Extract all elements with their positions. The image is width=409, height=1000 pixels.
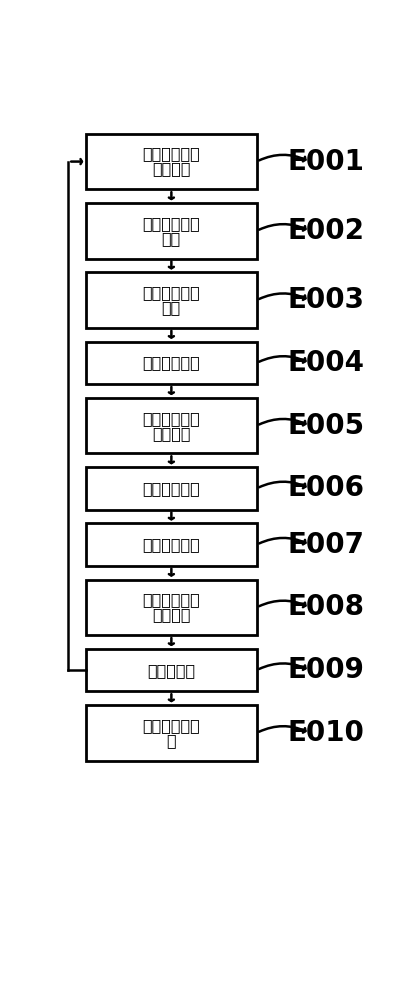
Text: E007: E007 [287, 531, 364, 559]
Text: E004: E004 [287, 349, 364, 377]
Text: E005: E005 [287, 412, 364, 440]
Text: 器的信号: 器的信号 [152, 162, 190, 177]
Text: 分配集合: 分配集合 [152, 607, 190, 622]
Bar [86, 467, 256, 510]
Text: 计算寄生功率: 计算寄生功率 [142, 481, 200, 496]
Bar [86, 580, 256, 635]
Text: E003: E003 [287, 286, 364, 314]
Bar [86, 342, 256, 384]
Text: E002: E002 [287, 217, 364, 245]
Text: E001: E001 [287, 148, 364, 176]
Bar [86, 523, 256, 566]
Text: 状态: 状态 [162, 231, 180, 246]
Text: 状态: 状态 [162, 300, 180, 315]
Bar [86, 705, 256, 761]
Text: 求解最优转矩: 求解最优转矩 [142, 592, 200, 607]
Text: 计算车辆期望: 计算车辆期望 [142, 216, 200, 231]
Text: 获得误差状态: 获得误差状态 [142, 355, 200, 370]
Bar [86, 649, 256, 691]
Text: 采集来自传感: 采集来自传感 [142, 147, 200, 162]
Text: 构建代价函数: 构建代价函数 [142, 537, 200, 552]
Text: 实际使用最优: 实际使用最优 [142, 718, 200, 733]
Text: E006: E006 [287, 474, 364, 502]
Bar [86, 398, 256, 453]
Text: E008: E008 [287, 593, 364, 621]
Text: E010: E010 [287, 719, 364, 747]
Text: 存储最优解: 存储最优解 [147, 663, 195, 678]
Bar [86, 203, 256, 259]
Text: E009: E009 [287, 656, 364, 684]
Text: 质心速度: 质心速度 [152, 426, 190, 441]
Bar [86, 272, 256, 328]
Text: 估计车辆实际: 估计车辆实际 [142, 285, 200, 300]
Text: 解: 解 [166, 733, 176, 748]
Bar [86, 134, 256, 189]
Text: 融合估计车辆: 融合估计车辆 [142, 411, 200, 426]
